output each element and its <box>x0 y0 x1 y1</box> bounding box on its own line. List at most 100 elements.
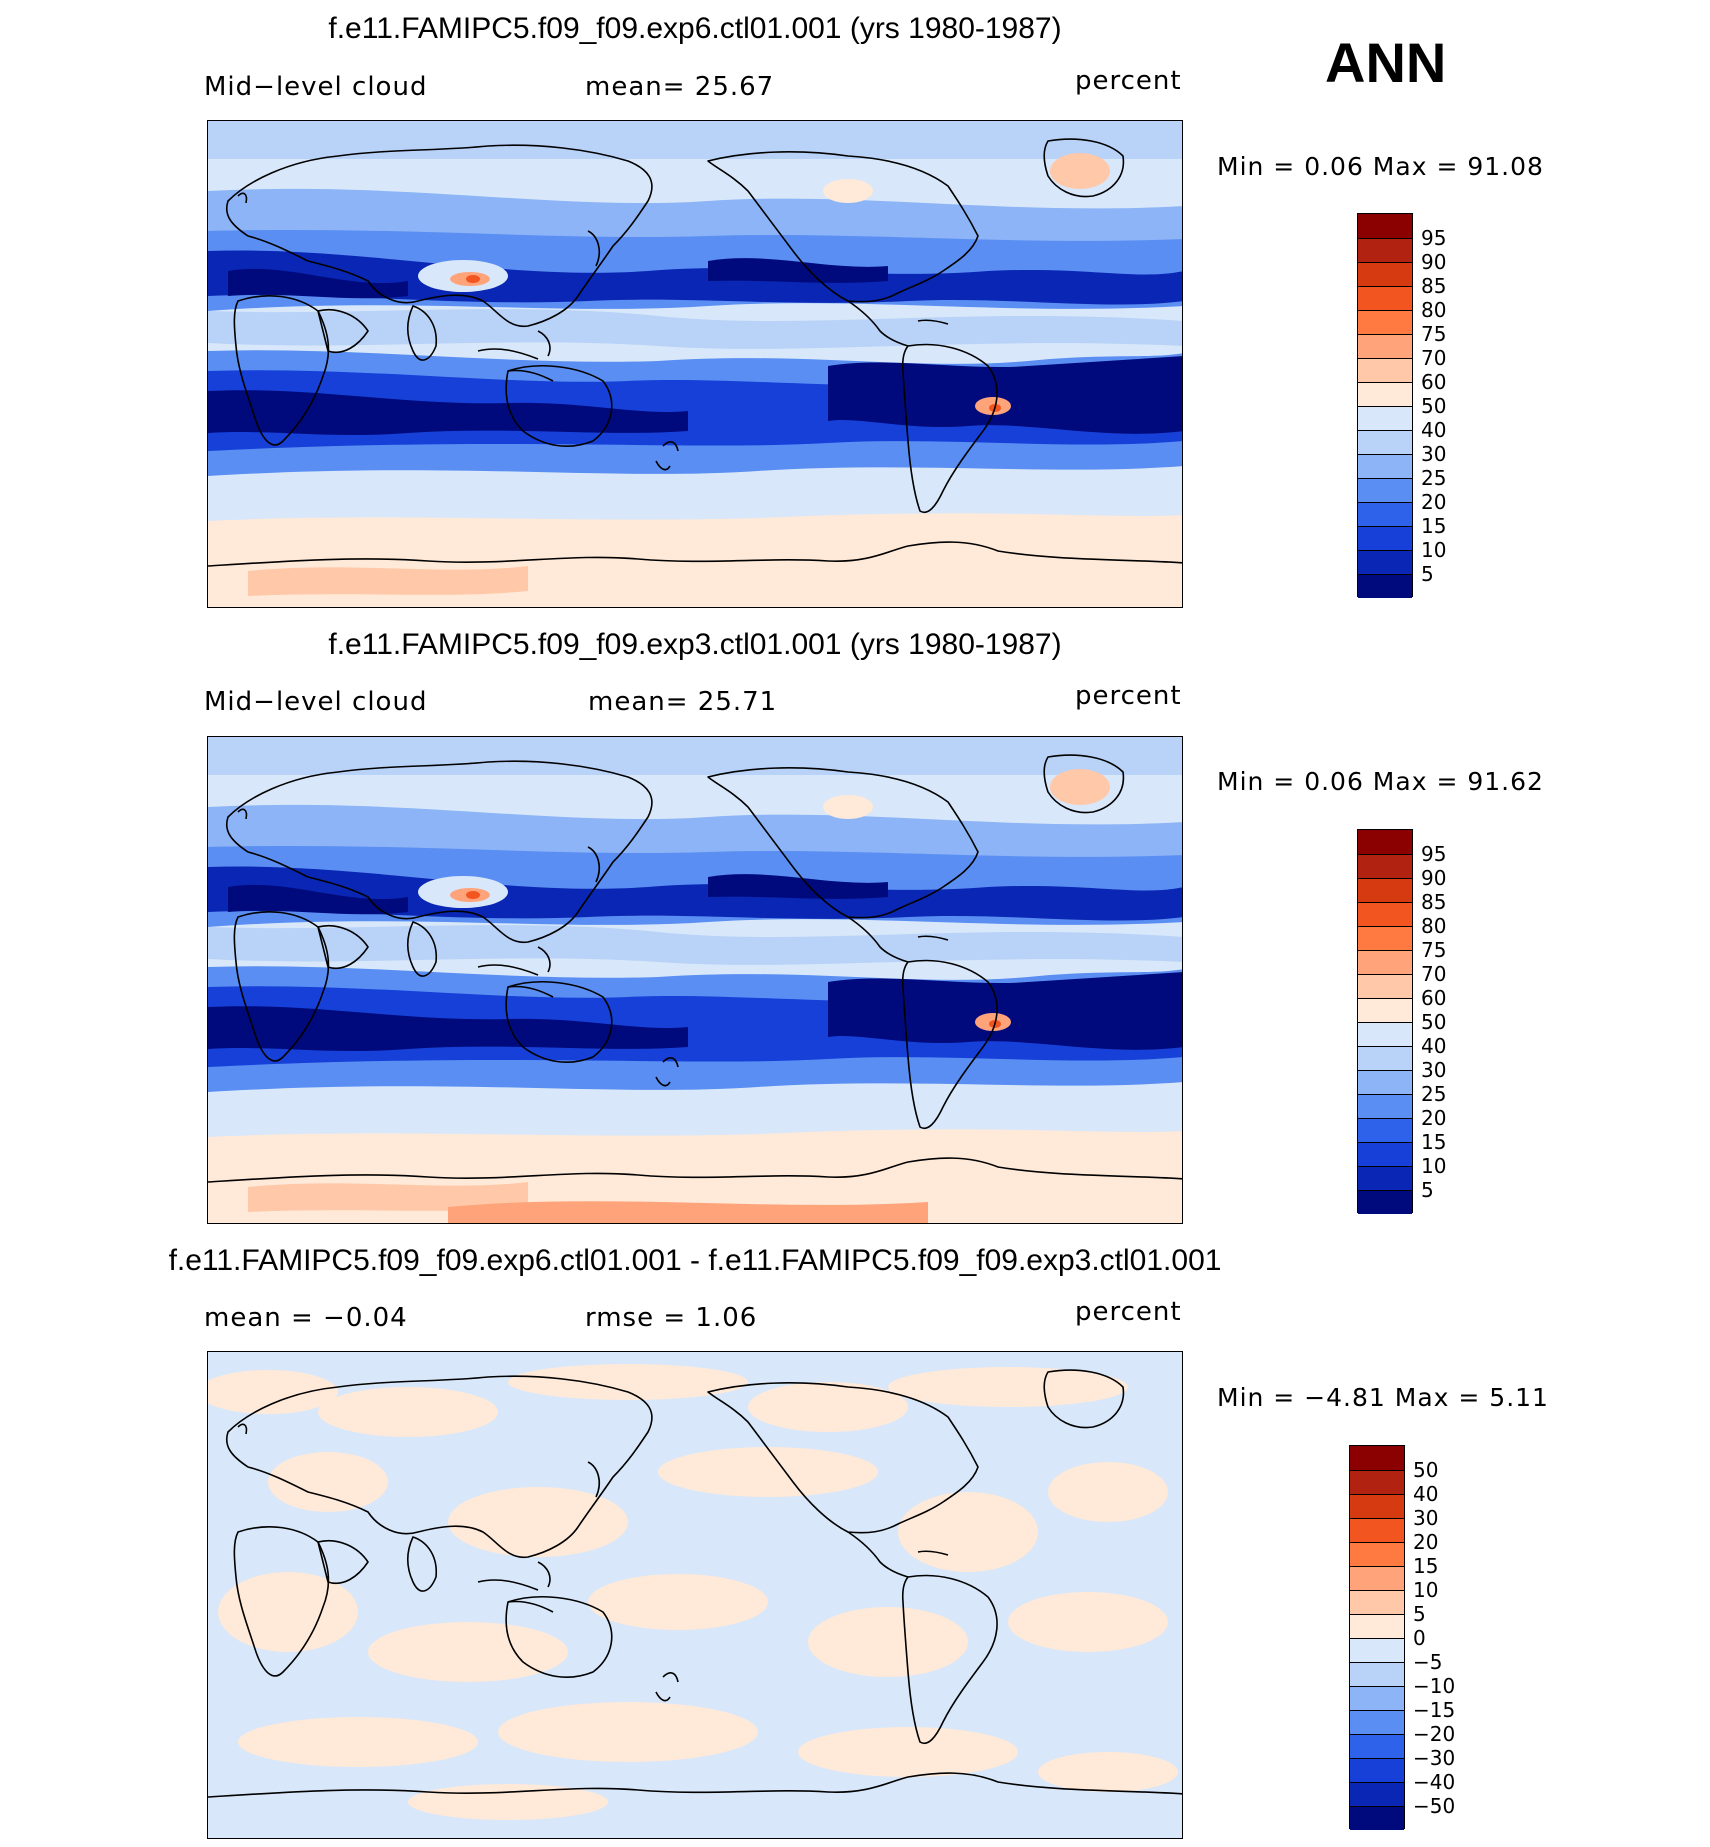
colorbar-tick-label: 30 <box>1421 1058 1447 1082</box>
colorbar-tick-label: 20 <box>1421 1106 1447 1130</box>
colorbar-tick-label: 90 <box>1421 250 1447 274</box>
colorbar-swatch <box>1358 1166 1412 1190</box>
colorbar-swatch <box>1358 830 1412 854</box>
colorbar-tick-label: 20 <box>1421 490 1447 514</box>
colorbar-tick-label: −5 <box>1413 1650 1443 1674</box>
colorbar-tick-label: −30 <box>1413 1746 1456 1770</box>
colorbar-tick-label: 10 <box>1421 1154 1447 1178</box>
colorbar-swatch <box>1358 430 1412 454</box>
colorbar-swatch <box>1358 854 1412 878</box>
colorbar-swatch <box>1358 1142 1412 1166</box>
units-label: percent <box>1075 66 1182 96</box>
map-panel-1 <box>207 120 1183 608</box>
colorbar-swatch <box>1358 1022 1412 1046</box>
variable-label: Mid−level cloud <box>204 687 428 717</box>
colorbar-tick-label: −20 <box>1413 1722 1456 1746</box>
colorbar-tick-label: 60 <box>1421 370 1447 394</box>
colorbar-swatch <box>1358 926 1412 950</box>
colorbar-swatch <box>1358 214 1412 238</box>
season-label: ANN <box>1325 31 1447 94</box>
colorbar-swatch <box>1350 1590 1404 1614</box>
map-panel-2 <box>207 736 1183 1224</box>
panel-title: f.e11.FAMIPC5.f09_f09.exp6.ctl01.001 - f… <box>168 1244 1222 1277</box>
colorbar-tick-label: 25 <box>1421 466 1447 490</box>
colorbar-tick-label: 75 <box>1421 938 1447 962</box>
colorbar-swatch <box>1358 478 1412 502</box>
colorbar-tick-label: 20 <box>1413 1530 1439 1554</box>
minmax-label: Min = 0.06 Max = 91.08 <box>1217 152 1544 181</box>
colorbar-swatch <box>1358 1046 1412 1070</box>
difference-field-map <box>208 1352 1182 1838</box>
colorbar-swatch <box>1358 238 1412 262</box>
colorbar-tick-label: 80 <box>1421 298 1447 322</box>
units-label: percent <box>1075 1297 1182 1327</box>
units-label: percent <box>1075 681 1182 711</box>
colorbar-swatch <box>1358 406 1412 430</box>
colorbar-swatch <box>1350 1686 1404 1710</box>
colorbar-tick-label: −10 <box>1413 1674 1456 1698</box>
colorbar-tick-label: 85 <box>1421 274 1447 298</box>
colorbar-tick-label: 50 <box>1421 1010 1447 1034</box>
colorbar-swatch <box>1350 1614 1404 1638</box>
colorbar-swatch <box>1350 1662 1404 1686</box>
mean-label: mean = −0.04 <box>204 1303 408 1333</box>
colorbar-tick-label: 30 <box>1421 442 1447 466</box>
colorbar-swatch <box>1350 1494 1404 1518</box>
colorbar-tick-label: 40 <box>1413 1482 1439 1506</box>
colorbar-tick-label: 15 <box>1413 1554 1439 1578</box>
colorbar-tick-label: 95 <box>1421 842 1447 866</box>
colorbar-swatch <box>1358 1190 1412 1214</box>
colorbar-swatch <box>1358 262 1412 286</box>
colorbar-swatch <box>1358 1094 1412 1118</box>
colorbar-swatch <box>1350 1566 1404 1590</box>
colorbar-tick-label: 10 <box>1421 538 1447 562</box>
colorbar-swatch <box>1358 1070 1412 1094</box>
mean-label: mean= 25.67 <box>585 72 775 102</box>
colorbar-swatch <box>1358 574 1412 598</box>
cloud-field-map <box>208 737 1182 1223</box>
colorbar-tick-label: 5 <box>1421 562 1434 586</box>
colorbar-tick-label: 5 <box>1421 1178 1434 1202</box>
colorbar-tick-label: 90 <box>1421 866 1447 890</box>
colorbar-swatch <box>1350 1470 1404 1494</box>
colorbar-tick-label: 0 <box>1413 1626 1426 1650</box>
panel-title: f.e11.FAMIPC5.f09_f09.exp6.ctl01.001 (yr… <box>328 12 1062 45</box>
colorbar-swatch <box>1358 950 1412 974</box>
colorbar-swatch <box>1358 974 1412 998</box>
colorbar-tick-label: 50 <box>1421 394 1447 418</box>
colorbar-tick-label: 25 <box>1421 1082 1447 1106</box>
colorbar-swatch <box>1350 1734 1404 1758</box>
colorbar-tick-label: 5 <box>1413 1602 1426 1626</box>
colorbar-tick-label: 40 <box>1421 1034 1447 1058</box>
colorbar-swatch <box>1350 1446 1404 1470</box>
colorbar-tick-label: −50 <box>1413 1794 1456 1818</box>
colorbar-swatch <box>1358 502 1412 526</box>
colorbar-swatch <box>1350 1806 1404 1830</box>
colorbar-swatch <box>1358 310 1412 334</box>
colorbar-swatch <box>1350 1758 1404 1782</box>
colorbar-swatches <box>1357 829 1413 1214</box>
colorbar-tick-label: 15 <box>1421 514 1447 538</box>
panel-title: f.e11.FAMIPC5.f09_f09.exp3.ctl01.001 (yr… <box>328 628 1062 661</box>
minmax-label: Min = 0.06 Max = 91.62 <box>1217 767 1544 796</box>
colorbar-swatch <box>1350 1518 1404 1542</box>
colorbar-swatch <box>1358 902 1412 926</box>
cloud-field-map <box>208 121 1182 607</box>
mean-label: mean= 25.71 <box>588 687 778 717</box>
colorbar-tick-label: 85 <box>1421 890 1447 914</box>
colorbar-tick-label: 75 <box>1421 322 1447 346</box>
colorbar-tick-label: −15 <box>1413 1698 1456 1722</box>
colorbar-tick-label: −40 <box>1413 1770 1456 1794</box>
colorbar-tick-label: 95 <box>1421 226 1447 250</box>
colorbar-swatch <box>1358 1118 1412 1142</box>
colorbar-swatches <box>1357 213 1413 598</box>
map-panel-3 <box>207 1351 1183 1839</box>
colorbar-swatch <box>1350 1638 1404 1662</box>
colorbar-swatch <box>1350 1542 1404 1566</box>
colorbar-swatch <box>1358 358 1412 382</box>
colorbar-tick-label: 70 <box>1421 346 1447 370</box>
colorbar-swatches <box>1349 1445 1405 1830</box>
colorbar-swatch <box>1350 1782 1404 1806</box>
colorbar-swatch <box>1358 998 1412 1022</box>
colorbar-swatch <box>1358 454 1412 478</box>
